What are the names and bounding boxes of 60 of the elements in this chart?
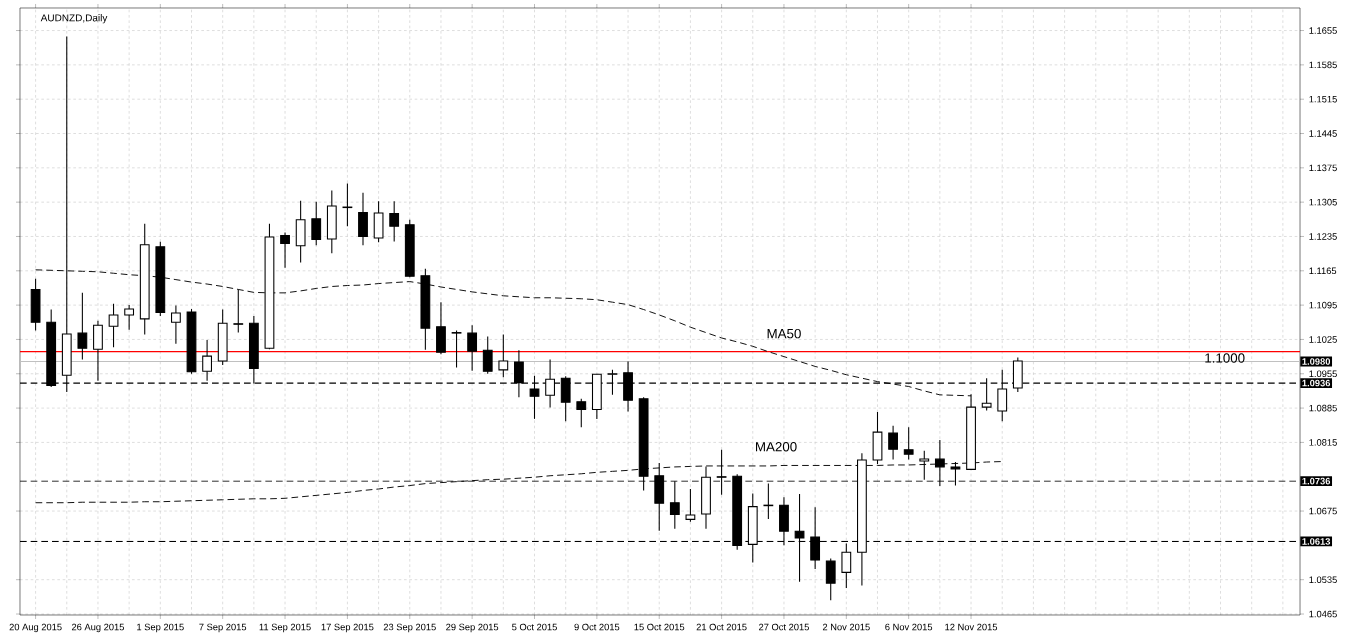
x-tick-label: 20 Aug 2015 bbox=[9, 623, 62, 633]
candlestick bbox=[669, 480, 680, 530]
text: AUDNZD,Daily bbox=[40, 14, 108, 24]
y-tick-label: 1.1235 bbox=[1309, 233, 1337, 240]
y-tick-label: 1.1445 bbox=[1309, 130, 1337, 137]
y-tick-label: 1.0815 bbox=[1309, 439, 1337, 446]
candlestick bbox=[389, 200, 400, 242]
candlestick bbox=[108, 303, 119, 348]
x-tick-label: 9 Oct 2015 bbox=[574, 623, 620, 631]
x-tick-label: 12 Nov 2015 bbox=[945, 623, 998, 631]
candlestick bbox=[498, 334, 509, 378]
x-tick-label: 21 Oct 2015 bbox=[696, 623, 747, 631]
ref-line-label: 1.0736 bbox=[1302, 477, 1331, 485]
candlestick bbox=[342, 182, 353, 227]
y-tick-label: 1.0955 bbox=[1309, 370, 1337, 378]
y-tick-label: 1.0885 bbox=[1309, 404, 1337, 412]
ref-line-label: 1.0936 bbox=[1302, 379, 1331, 387]
x-tick-label: 15 Oct 2015 bbox=[634, 623, 685, 631]
y-tick-label: 1.0465 bbox=[1309, 610, 1337, 618]
x-tick-label: 23 Sep 2015 bbox=[383, 623, 436, 633]
y-tick-label: 1.0675 bbox=[1309, 507, 1337, 515]
x-tick-label: 17 Sep 2015 bbox=[321, 623, 374, 633]
series-label: MA200 bbox=[756, 442, 797, 452]
candlestick bbox=[482, 335, 493, 375]
ref-line-label: 1.0980 bbox=[1302, 358, 1331, 365]
ref-line-label: 1.0613 bbox=[1302, 538, 1331, 545]
y-tick-label: 1.0535 bbox=[1309, 576, 1337, 583]
candlestick bbox=[124, 304, 135, 331]
y-tick-label: 1.1375 bbox=[1309, 164, 1337, 172]
ref-line-label: 1.1000 bbox=[1205, 353, 1245, 363]
x-tick-label: 7 Sep 2015 bbox=[199, 623, 247, 633]
y-tick-label: 1.1305 bbox=[1309, 198, 1337, 206]
x-tick-label: 11 Sep 2015 bbox=[259, 623, 311, 633]
y-tick-label: 1.1655 bbox=[1309, 27, 1337, 34]
y-tick-label: 1.1025 bbox=[1309, 336, 1337, 343]
candlestick bbox=[576, 398, 587, 428]
candlestick bbox=[171, 305, 181, 345]
candlestick bbox=[685, 488, 696, 523]
x-tick-label: 29 Sep 2015 bbox=[446, 623, 499, 633]
candlestick bbox=[888, 425, 898, 461]
x-tick-label: 6 Nov 2015 bbox=[885, 623, 933, 631]
candlestick bbox=[280, 232, 290, 269]
series-label: MA50 bbox=[767, 328, 801, 339]
candlestick bbox=[825, 558, 836, 601]
candlestick bbox=[841, 542, 852, 589]
candlestick bbox=[467, 324, 478, 372]
x-tick-label: 2 Nov 2015 bbox=[822, 623, 870, 631]
y-tick-label: 1.1095 bbox=[1309, 301, 1337, 309]
y-tick-label: 1.1165 bbox=[1309, 267, 1337, 275]
y-tick-label: 1.1515 bbox=[1309, 95, 1337, 103]
x-tick-label: 26 Aug 2015 bbox=[71, 623, 124, 633]
candlestick bbox=[233, 288, 244, 334]
candlestick bbox=[903, 426, 914, 461]
candlestick bbox=[77, 292, 88, 361]
x-tick-label: 1 Sep 2015 bbox=[137, 623, 184, 633]
candlestick bbox=[451, 330, 462, 368]
x-tick-label: 5 Oct 2015 bbox=[512, 623, 557, 631]
x-tick-label: 27 Oct 2015 bbox=[758, 623, 809, 631]
candlestick bbox=[311, 201, 322, 246]
y-tick-label: 1.1585 bbox=[1309, 61, 1337, 69]
